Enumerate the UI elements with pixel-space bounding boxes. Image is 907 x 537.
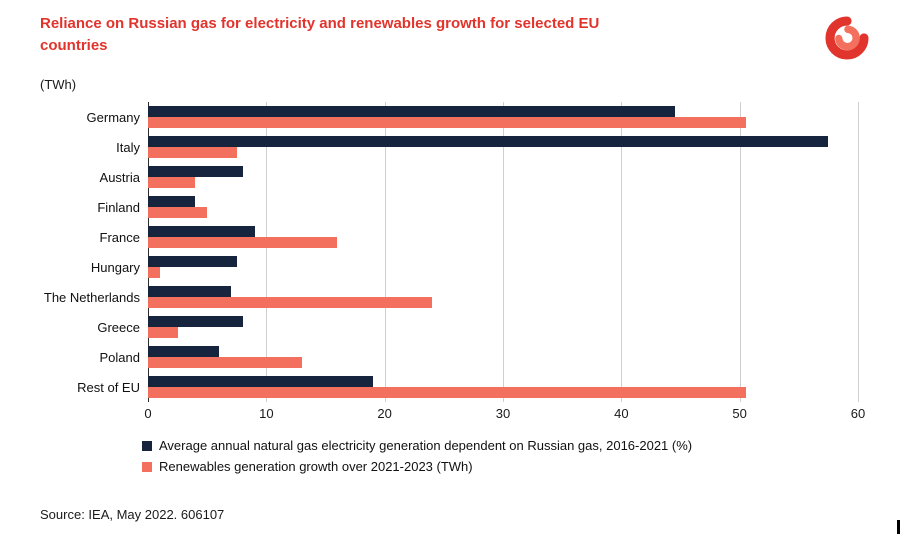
bar-renewables-greece bbox=[148, 327, 178, 338]
bar-gas-poland bbox=[148, 346, 219, 357]
gridline-30 bbox=[503, 102, 504, 402]
category-label-rest-of-eu: Rest of EU bbox=[77, 379, 140, 395]
iea-logo-icon bbox=[825, 15, 869, 61]
bar-group-greece bbox=[148, 312, 858, 342]
bar-gas-the-netherlands bbox=[148, 286, 231, 297]
category-label-germany: Germany bbox=[86, 109, 140, 125]
bar-group-italy bbox=[148, 132, 858, 162]
bar-renewables-italy bbox=[148, 147, 237, 158]
bar-renewables-germany bbox=[148, 117, 746, 128]
legend-label: Renewables generation growth over 2021-2… bbox=[159, 459, 473, 474]
bar-renewables-poland bbox=[148, 357, 302, 368]
bar-renewables-finland bbox=[148, 207, 208, 218]
bar-gas-france bbox=[148, 226, 255, 237]
bar-renewables-hungary bbox=[148, 267, 160, 278]
bar-renewables-france bbox=[148, 237, 338, 248]
category-label-poland: Poland bbox=[99, 349, 140, 365]
bar-gas-rest-of-eu bbox=[148, 376, 373, 387]
source-note: Source: IEA, May 2022. 606107 bbox=[40, 507, 225, 522]
x-tick-label-50: 50 bbox=[732, 406, 747, 421]
x-tick-label-60: 60 bbox=[850, 406, 866, 421]
gridline-20 bbox=[384, 102, 386, 402]
legend: Average annual natural gas electricity g… bbox=[142, 438, 907, 474]
legend-swatch-icon bbox=[142, 461, 152, 472]
gridline-10 bbox=[266, 102, 268, 402]
category-label-italy: Italy bbox=[116, 139, 140, 155]
bar-renewables-the-netherlands bbox=[148, 297, 432, 308]
bar-gas-greece bbox=[148, 316, 243, 327]
x-tick-label-40: 40 bbox=[614, 406, 629, 421]
x-tick-label-10: 10 bbox=[259, 406, 274, 421]
x-tick-label-20: 20 bbox=[377, 406, 392, 421]
bar-group-rest-of-eu bbox=[148, 372, 858, 402]
bar-group-the-netherlands bbox=[148, 282, 858, 312]
bar-gas-austria bbox=[148, 166, 243, 177]
bar-group-poland bbox=[148, 342, 858, 372]
bar-group-austria bbox=[148, 162, 858, 192]
category-label-hungary: Hungary bbox=[90, 259, 140, 275]
bar-renewables-austria bbox=[148, 177, 196, 188]
bar-gas-finland bbox=[148, 196, 196, 207]
x-tick-label-0: 0 bbox=[144, 406, 152, 421]
legend-item-gas: Average annual natural gas electricity g… bbox=[142, 438, 907, 453]
category-label-austria: Austria bbox=[99, 169, 140, 185]
category-label-greece: Greece bbox=[97, 319, 140, 335]
bar-gas-italy bbox=[148, 136, 829, 147]
x-tick-label-30: 30 bbox=[495, 406, 511, 421]
category-label-the-netherlands: The Netherlands bbox=[43, 289, 140, 305]
category-label-finland: Finland bbox=[97, 199, 140, 215]
legend-item-renewables: Renewables generation growth over 2021-2… bbox=[142, 459, 907, 474]
x-axis: 0 10 20 30 40 50 60 bbox=[144, 406, 865, 426]
crop-mark bbox=[897, 520, 900, 534]
legend-label: Average annual natural gas electricity g… bbox=[159, 438, 693, 453]
chart-title: Reliance on Russian gas for electricity … bbox=[40, 15, 600, 54]
bar-group-germany bbox=[148, 102, 858, 132]
bar-group-hungary bbox=[148, 252, 858, 282]
plot-area bbox=[148, 102, 859, 402]
chart-area: Germany Italy Austria Finland France Hungary T… bbox=[40, 102, 859, 402]
category-label-france: France bbox=[99, 229, 140, 245]
bar-renewables-rest-of-eu bbox=[148, 387, 746, 398]
gridline-60 bbox=[858, 102, 859, 402]
bar-group-finland bbox=[148, 192, 858, 222]
legend-swatch-icon bbox=[142, 440, 152, 451]
unit-label: (TWh) bbox=[40, 77, 77, 92]
y-axis-labels: Germany Italy Austria Finland France Hungary T… bbox=[40, 102, 148, 402]
gridline-50 bbox=[739, 102, 741, 402]
header: Reliance on Russian gas for electricity … bbox=[0, 0, 907, 61]
bar-gas-germany bbox=[148, 106, 675, 117]
bar-group-france bbox=[148, 222, 858, 252]
gridline-40 bbox=[621, 102, 623, 402]
bar-gas-hungary bbox=[148, 256, 237, 267]
axis-zero-line bbox=[148, 102, 149, 402]
